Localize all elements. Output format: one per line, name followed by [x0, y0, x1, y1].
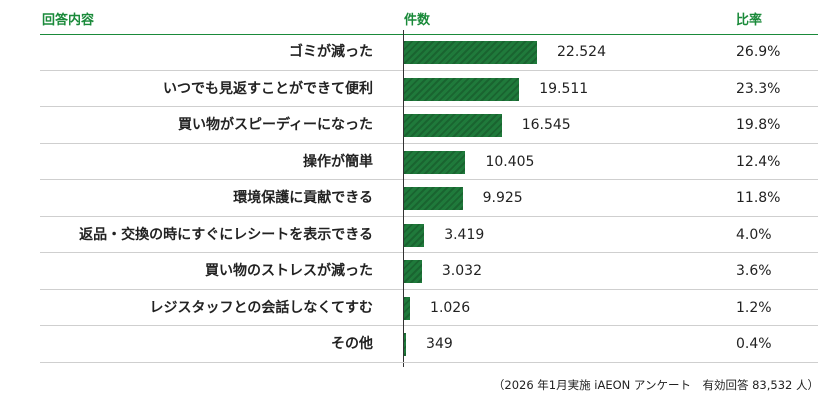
bar-value-label: 9.925	[482, 190, 523, 206]
row-divider	[40, 288, 818, 290]
chart-row: その他 349 0.4%	[40, 322, 818, 368]
category-label: レジスタッフとの会話しなくてすむ	[149, 299, 373, 316]
chart-row: 買い物のストレスが減った 3.032 3.6%	[40, 249, 818, 295]
chart-row: 操作が簡単 10.405 12.4%	[40, 139, 818, 186]
bar-axis-line	[403, 212, 404, 258]
row-divider	[40, 325, 818, 326]
ratio-label: 1.2%	[736, 299, 772, 316]
category-label: 返品・交換の時にすぐにレシートを表示できる	[79, 226, 373, 243]
bar	[404, 150, 466, 174]
bar-value-label: 22.524	[557, 44, 606, 60]
chart-row: 環境保護に貢献できる 9.925 11.8%	[40, 176, 818, 222]
bar-axis-line	[403, 249, 404, 294]
bar	[404, 223, 425, 247]
bar-axis-line	[403, 139, 404, 185]
bar-value-label: 19.511	[539, 80, 589, 97]
row-divider	[40, 179, 818, 180]
ratio-label: 26.9%	[736, 44, 781, 60]
bar	[404, 77, 520, 101]
row-divider	[40, 361, 818, 363]
row-divider	[40, 252, 818, 253]
count-column-header: 件数	[404, 13, 431, 28]
bar-axis-line	[403, 322, 404, 367]
row-divider	[40, 142, 818, 144]
bar-value-label: 3.032	[441, 263, 482, 279]
bar-axis-line	[403, 176, 404, 221]
category-label: その他	[331, 336, 373, 352]
bar-axis-line	[403, 285, 404, 331]
bar	[404, 260, 422, 283]
ratio-column-header: 比率	[736, 13, 763, 28]
chart-row: レジスタッフとの会話しなくてすむ 1.026 1.2%	[40, 285, 818, 332]
bar	[404, 41, 537, 64]
bar	[404, 333, 407, 356]
survey-footnote: （2026 年1月実施 iAEON アンケート 有効回答 83,532 人）	[492, 378, 819, 392]
ratio-label: 12.4%	[736, 153, 781, 170]
ratio-label: 0.4%	[736, 336, 772, 352]
chart-row: いつでも見返すことができて便利 19.511 23.3%	[40, 66, 818, 113]
chart-row: 買い物がスピーディーになった 16.545 19.8%	[40, 103, 818, 149]
header-divider	[40, 34, 818, 35]
ratio-label: 3.6%	[736, 263, 772, 279]
bar-axis-line	[403, 30, 404, 75]
category-label: 買い物のストレスが減った	[205, 263, 373, 279]
ratio-label: 11.8%	[736, 190, 781, 206]
chart-row: 返品・交換の時にすぐにレシートを表示できる 3.419 4.0%	[40, 212, 818, 259]
bar-value-label: 3.419	[444, 226, 485, 243]
ratio-label: 19.8%	[736, 117, 781, 133]
bar-value-label: 16.545	[521, 117, 571, 133]
bar	[404, 187, 463, 210]
ratio-label: 23.3%	[736, 80, 781, 97]
bar	[404, 296, 411, 320]
bar-value-label: 349	[426, 336, 453, 352]
ratio-label: 4.0%	[736, 226, 772, 243]
category-label: 環境保護に貢献できる	[233, 190, 373, 206]
category-label: 操作が簡単	[303, 153, 373, 170]
bar-axis-line	[403, 66, 404, 112]
row-divider	[40, 69, 818, 71]
bar-axis-line	[403, 103, 404, 148]
row-divider	[40, 215, 818, 217]
category-label: ゴミが減った	[289, 44, 373, 60]
category-label: 買い物がスピーディーになった	[177, 117, 373, 133]
bar	[404, 114, 502, 137]
bar-value-label: 10.405	[485, 153, 535, 170]
chart-row: ゴミが減った 22.524 26.9%	[40, 30, 818, 76]
answer-column-header: 回答内容	[42, 13, 95, 28]
bar-value-label: 1.026	[430, 299, 471, 316]
category-label: いつでも見返すことができて便利	[163, 80, 373, 97]
row-divider	[40, 106, 818, 107]
